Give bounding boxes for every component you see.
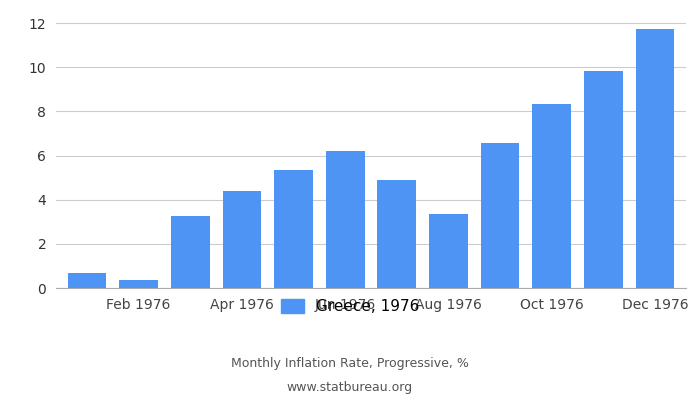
Bar [68,272,106,288]
Bar [481,143,519,288]
Bar [584,70,623,288]
Text: www.statbureau.org: www.statbureau.org [287,382,413,394]
Bar [326,151,365,288]
Bar [274,170,313,288]
Bar [429,214,468,288]
Bar [636,28,674,288]
Text: Monthly Inflation Rate, Progressive, %: Monthly Inflation Rate, Progressive, % [231,358,469,370]
Bar [119,280,158,288]
Bar [533,104,571,288]
Legend: Greece, 1976: Greece, 1976 [274,293,426,320]
Bar [377,180,416,288]
Bar [171,216,209,288]
Bar [223,191,261,288]
